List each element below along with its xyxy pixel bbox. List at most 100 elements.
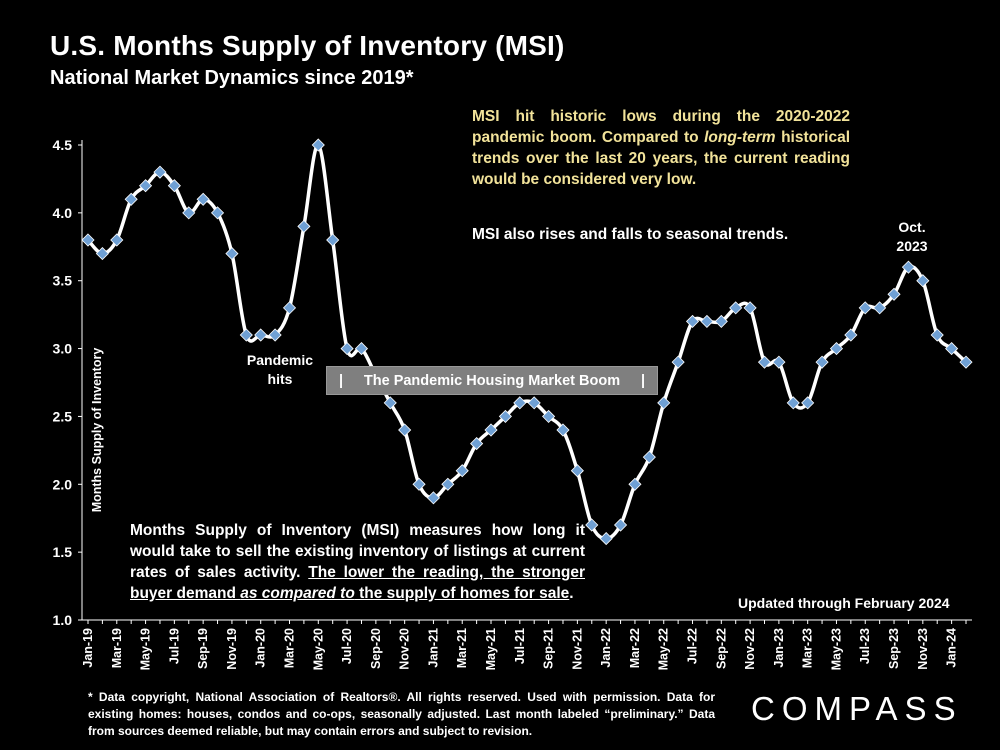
data-point-marker [167,179,181,193]
data-point-marker [268,328,282,342]
data-point-marker [858,301,872,315]
data-point-marker [124,192,138,206]
data-point-marker [470,437,484,451]
x-tick-label: Sep-22 [714,628,728,669]
data-point-marker [441,477,455,491]
x-tick-label: Nov-21 [570,628,584,670]
y-tick-labels: 1.0 1.5 2.0 2.5 3.0 3.5 4.0 4.5 [53,137,82,628]
data-point-marker [412,477,426,491]
y-tick-label: 2.0 [53,476,73,492]
x-tick-label: Jul-20 [340,628,354,664]
data-point-marker [570,464,584,478]
x-tick-label: May-22 [657,628,671,670]
chart-title: U.S. Months Supply of Inventory (MSI) [50,30,565,61]
data-point-marker [901,260,915,274]
data-point-marker [757,355,772,369]
data-point-marker [657,396,671,410]
data-point-marker [743,301,757,315]
y-axis-label: Months Supply of Inventory [90,347,104,513]
x-tick-label: May-21 [484,628,498,670]
data-point-marker [110,233,124,247]
data-point-marker [81,233,95,247]
data-point-marker [484,423,498,437]
x-tick-label: Jan-24 [945,628,959,668]
data-point-marker [815,355,829,369]
updated-note: Updated through February 2024 [738,595,950,611]
seasonal-note: MSI also rises and falls to seasonal tre… [472,226,789,243]
msi-series-line [86,143,968,541]
data-point-marker [398,423,412,437]
footnote: * Data copyright, National Association o… [88,690,715,738]
data-point-marker [153,165,167,179]
historic-lows-note: MSI hit historic lows during the 2020-20… [472,108,851,188]
data-point-marker [873,301,887,315]
data-point-marker [887,287,901,301]
data-point-marker [196,192,210,206]
data-point-marker [95,247,109,261]
x-tick-label: Jan-22 [599,628,613,668]
data-point-marker [139,179,153,193]
x-tick-label: Jan-20 [254,628,268,668]
data-point-marker [383,396,397,410]
pandemic-hits-annotation: Pandemic hits [246,352,314,387]
data-point-marker [959,355,973,369]
y-tick-label: 3.5 [53,273,73,289]
data-point-marker [729,301,743,315]
data-point-marker [297,219,311,233]
y-tick-label: 3.0 [53,341,73,357]
data-point-marker [801,396,815,410]
data-point-marker [498,409,512,423]
x-tick-label: Nov-19 [225,628,239,670]
x-tick-label: Mar-20 [283,628,297,668]
data-point-marker [613,518,628,532]
data-point-marker [542,409,556,423]
data-point-marker [254,328,268,342]
x-tick-label: Jul-21 [513,628,527,664]
data-point-marker [513,396,527,410]
data-point-marker [772,355,786,369]
data-point-marker [700,314,714,328]
x-tick-labels: Jan-19 Mar-19 May-19 Jul-19 Sep-19 Nov-19 Jan-… [81,620,967,670]
data-point-marker [599,532,613,546]
data-point-marker [311,138,325,152]
x-tick-label: May-19 [139,628,153,670]
y-tick-label: 1.0 [53,612,73,628]
x-tick-label: Mar-22 [628,628,642,668]
msi-definition-note: Months Supply of Inventory (MSI) measure… [130,522,585,602]
x-tick-label: Jul-22 [686,628,700,664]
boom-bar-right-mark: | [640,372,645,389]
compass-logo: COMPASS [751,690,963,727]
data-point-marker [945,342,959,356]
boom-bar-label: The Pandemic Housing Market Boom [363,372,621,389]
boom-bar-left-mark: | [339,372,344,389]
data-point-marker [225,247,239,261]
data-point-marker [340,342,354,356]
x-tick-label: Sep-21 [542,628,556,669]
data-point-marker [930,328,944,342]
y-tick-label: 2.5 [53,408,73,424]
msi-series-markers [81,138,973,546]
x-tick-label: Jan-19 [81,628,95,668]
x-tick-label: Jan-23 [772,628,786,668]
data-point-marker [628,477,642,491]
data-point-marker [829,342,844,356]
y-tick-label: 4.5 [53,137,73,153]
x-tick-label: May-20 [311,628,325,670]
data-point-marker [671,355,685,369]
data-point-marker [326,233,340,247]
data-point-marker [786,396,800,410]
data-point-marker [527,396,541,410]
data-point-marker [844,328,858,342]
data-point-marker [239,328,253,342]
x-tick-label: Jul-23 [858,628,872,664]
x-tick-label: Sep-23 [887,628,901,669]
data-point-marker [182,206,196,220]
chart-subtitle: National Market Dynamics since 2019* [50,67,414,89]
data-point-marker [426,491,441,505]
x-tick-label: Nov-22 [743,628,757,670]
x-tick-label: Sep-20 [369,628,383,669]
data-point-marker [282,301,297,315]
chart-axes [81,140,972,621]
x-tick-label: Jul-19 [167,628,181,664]
